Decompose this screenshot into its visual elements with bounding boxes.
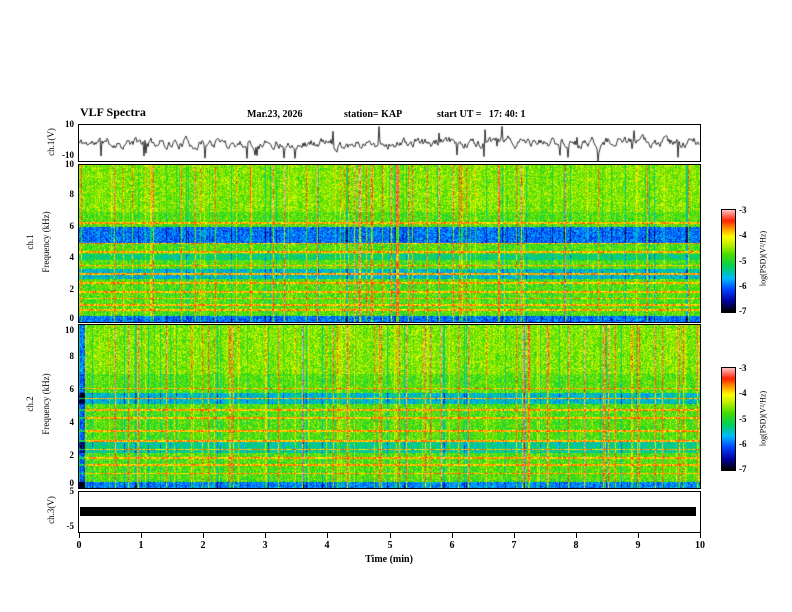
x-tickmark: [327, 533, 328, 538]
ch2-spectrogram-canvas: [79, 325, 700, 488]
ytick-label: 4: [69, 417, 75, 427]
x-tickmark: [390, 533, 391, 538]
xtick-label: 0: [76, 540, 82, 551]
ch1-waveform-canvas: [79, 125, 700, 161]
x-tickmark: [576, 533, 577, 538]
start-ut-label: start UT = 17: 40: 1: [437, 109, 526, 120]
ytick-label: 10: [65, 159, 74, 169]
ytick-label: 4: [69, 252, 75, 262]
ch1-spectrogram-panel: [78, 164, 701, 323]
colorbar-tick-label: -4: [739, 230, 747, 240]
xtick-label: 2: [200, 540, 206, 551]
ytick-label: 0: [69, 478, 75, 488]
ytick-label: 6: [69, 384, 75, 394]
x-tickmark: [514, 533, 515, 538]
ch1-waveform-panel: [78, 124, 701, 162]
xtick-label: 6: [449, 540, 455, 551]
ytick-label: 6: [69, 221, 75, 231]
colorbar-tick-label: -3: [739, 205, 747, 215]
x-tickmark: [700, 533, 701, 538]
x-tickmark: [638, 533, 639, 538]
ytick-label: 8: [69, 351, 75, 361]
colorbar-tick-label: -4: [739, 388, 747, 398]
x-axis-title: Time (min): [365, 554, 413, 565]
ch3-signal-bar: [80, 507, 696, 516]
colorbar-axis-label: log(PSD)(V²/Hz): [758, 390, 768, 447]
ytick-label: -10: [62, 150, 74, 160]
ytick-label: 8: [69, 189, 75, 199]
colorbar-tick-label: -7: [739, 464, 747, 474]
ytick-label: 10: [65, 119, 74, 129]
figure-title: VLF Spectra: [80, 105, 146, 119]
colorbar-ch2: [721, 367, 736, 471]
x-tickmark: [265, 533, 266, 538]
ytick-label: 10: [65, 325, 74, 335]
x-tickmark: [203, 533, 204, 538]
ch1-spec-frequency-axis-label: Frequency (kHz): [41, 211, 51, 273]
colorbar-tick-label: -6: [739, 439, 747, 449]
colorbar-tick-label: -7: [739, 306, 747, 316]
xtick-label: 5: [387, 540, 393, 551]
station-label: station= KAP: [344, 109, 403, 120]
colorbar-tick-label: -5: [739, 414, 747, 424]
xtick-label: 8: [573, 540, 579, 551]
ch2-spec-frequency-axis-label: Frequency (kHz): [41, 373, 51, 435]
x-tickmark: [141, 533, 142, 538]
xtick-label: 9: [635, 540, 641, 551]
ch2-spectrogram-panel: [78, 324, 701, 489]
ytick-label: 0: [69, 313, 75, 323]
colorbar-axis-label: log(PSD)(V²/Hz): [758, 230, 768, 287]
ytick-label: 2: [69, 284, 75, 294]
ch2-spec-channel-label: ch.2: [25, 396, 35, 412]
xtick-label: 3: [262, 540, 268, 551]
ytick-label: 5: [69, 486, 75, 496]
date-label: Mar.23, 2026: [247, 109, 303, 120]
x-tickmark: [79, 533, 80, 538]
ch3-wave-axis-label: ch.3(V): [46, 496, 56, 524]
xtick-label: 10: [695, 540, 705, 551]
xtick-label: 7: [511, 540, 517, 551]
xtick-label: 4: [324, 540, 330, 551]
ytick-label: 2: [69, 450, 75, 460]
xtick-label: 1: [138, 540, 144, 551]
colorbar-tick-label: -6: [739, 281, 747, 291]
ch1-spec-channel-label: ch.1: [25, 234, 35, 250]
ytick-label: -5: [66, 521, 75, 531]
colorbar-ch1: [721, 209, 736, 313]
ch1-spectrogram-canvas: [79, 165, 700, 322]
colorbar-tick-label: -5: [739, 256, 747, 266]
x-tickmark: [452, 533, 453, 538]
colorbar-tick-label: -3: [739, 363, 747, 373]
